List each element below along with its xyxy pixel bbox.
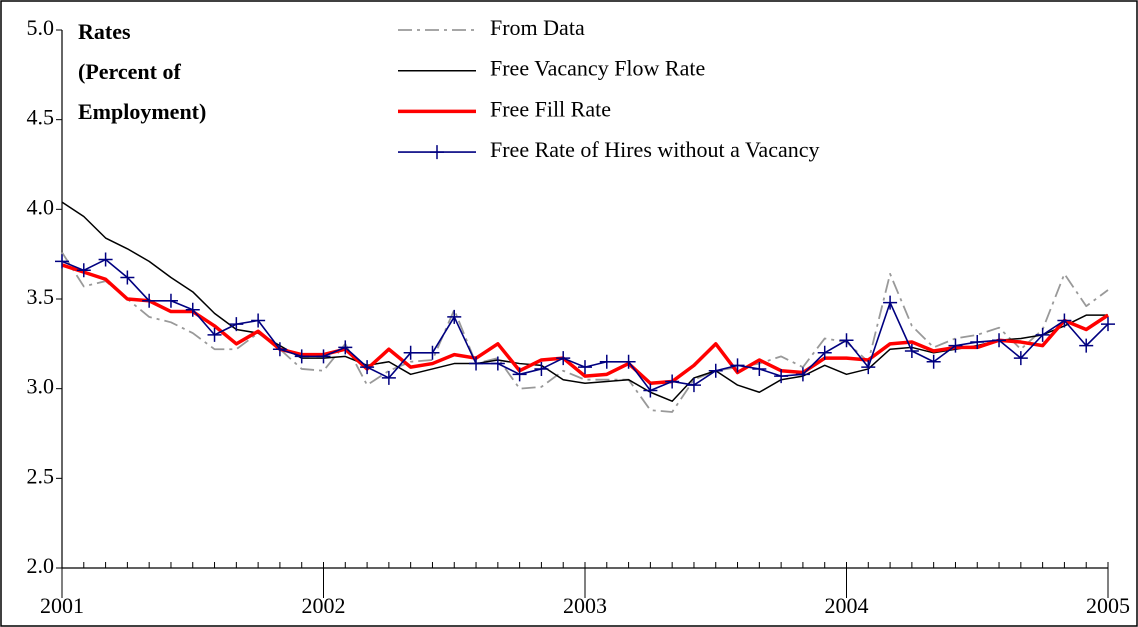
marker bbox=[185, 302, 200, 317]
marker bbox=[708, 363, 723, 378]
marker bbox=[98, 252, 113, 267]
marker bbox=[1035, 327, 1050, 342]
x-tick-label: 2001 bbox=[40, 593, 84, 618]
marker bbox=[904, 344, 919, 359]
marker bbox=[970, 335, 985, 350]
marker bbox=[272, 342, 287, 357]
marker bbox=[207, 327, 222, 342]
marker bbox=[752, 361, 767, 376]
marker bbox=[730, 358, 745, 373]
marker bbox=[425, 345, 440, 360]
marker bbox=[926, 354, 941, 369]
marker bbox=[490, 356, 505, 371]
series-line bbox=[61, 263, 1109, 386]
marker bbox=[447, 309, 462, 324]
marker bbox=[469, 356, 484, 371]
marker bbox=[163, 293, 178, 308]
marker bbox=[1057, 313, 1072, 328]
marker bbox=[316, 349, 331, 364]
chart-title: (Percent of bbox=[78, 59, 181, 84]
marker bbox=[76, 263, 91, 278]
marker bbox=[599, 354, 614, 369]
y-tick-label: 2.0 bbox=[27, 553, 55, 578]
y-tick-label: 4.5 bbox=[27, 105, 55, 130]
marker bbox=[338, 340, 353, 355]
y-tick-label: 3.0 bbox=[27, 374, 55, 399]
marker bbox=[817, 345, 832, 360]
marker bbox=[1013, 351, 1028, 366]
marker bbox=[381, 370, 396, 385]
marker bbox=[621, 354, 636, 369]
marker bbox=[883, 295, 898, 310]
marker bbox=[686, 378, 701, 393]
legend-label: From Data bbox=[490, 15, 585, 40]
marker bbox=[251, 313, 266, 328]
marker bbox=[861, 360, 876, 375]
marker bbox=[795, 367, 810, 382]
x-tick-label: 2005 bbox=[1086, 593, 1130, 618]
legend-label: Free Rate of Hires without a Vacancy bbox=[490, 137, 819, 162]
marker bbox=[534, 361, 549, 376]
marker bbox=[403, 345, 418, 360]
marker bbox=[578, 360, 592, 375]
marker bbox=[665, 374, 680, 389]
legend-label: Free Fill Rate bbox=[490, 96, 611, 121]
y-tick-label: 3.5 bbox=[27, 284, 55, 309]
marker bbox=[229, 317, 244, 332]
marker bbox=[512, 367, 527, 382]
marker bbox=[120, 270, 135, 285]
marker bbox=[774, 369, 789, 384]
marker bbox=[430, 145, 444, 160]
x-tick-label: 2004 bbox=[825, 593, 869, 618]
marker bbox=[1101, 317, 1115, 332]
marker bbox=[643, 383, 658, 398]
marker bbox=[992, 333, 1007, 348]
marker bbox=[1079, 338, 1094, 353]
legend-label: Free Vacancy Flow Rate bbox=[490, 56, 705, 81]
y-tick-label: 5.0 bbox=[27, 15, 55, 40]
y-tick-label: 4.0 bbox=[27, 194, 55, 219]
marker bbox=[556, 351, 571, 366]
marker bbox=[948, 338, 963, 353]
y-tick-label: 2.5 bbox=[27, 463, 55, 488]
x-tick-label: 2002 bbox=[302, 593, 346, 618]
marker bbox=[360, 360, 375, 375]
marker bbox=[294, 349, 309, 364]
marker bbox=[55, 254, 69, 269]
chart-title: Rates bbox=[78, 19, 131, 44]
chart-title: Employment) bbox=[78, 99, 206, 124]
marker bbox=[839, 333, 854, 348]
x-tick-label: 2003 bbox=[563, 593, 607, 618]
marker bbox=[142, 293, 157, 308]
